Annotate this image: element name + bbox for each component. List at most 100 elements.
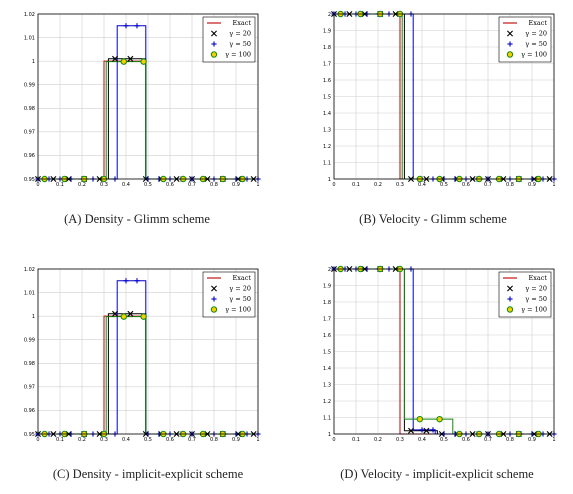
plot-frame [37, 13, 259, 180]
series-marker-2 [123, 23, 129, 29]
y-tick-label: 0.99 [24, 338, 35, 344]
x-tick-label: 0.6 [462, 437, 470, 443]
plot-frame [333, 268, 555, 435]
legend-label: γ = 100 [225, 306, 251, 314]
y-tick-label: 1.1 [323, 160, 331, 166]
caption-a-text: Density - Glimm scheme [84, 212, 210, 226]
x-tick-label: 0.4 [122, 182, 130, 188]
y-tick-label: 1 [32, 59, 35, 65]
x-tick-label: 0.8 [210, 437, 218, 443]
x-tick-label: 0.6 [462, 182, 470, 188]
legend-marker [210, 306, 218, 313]
legend: Exact γ = 20 γ = 50 γ = 100 [498, 16, 552, 63]
series-marker-3 [120, 58, 128, 65]
x-tick-label: 0 [36, 437, 39, 443]
legend-label: γ = 100 [225, 51, 251, 59]
caption-c-text: Density - implicit-explicit scheme [72, 467, 244, 481]
legend-label: γ = 50 [525, 40, 547, 48]
legend-label: Exact [528, 19, 547, 27]
y-tick-label: 1 [328, 432, 331, 438]
x-tick-label: 0.3 [396, 437, 404, 443]
caption-b-label: (B) [359, 212, 376, 226]
caption-d-text: Velocity - implicit-explicit scheme [360, 467, 534, 481]
x-tick-label: 0.2 [78, 437, 86, 443]
legend-marker [211, 30, 217, 37]
series-marker-2 [419, 427, 425, 433]
x-tick-label: 0.5 [440, 437, 448, 443]
legend-marker [210, 51, 218, 58]
chart-density-glimm: 0 0.1 0.2 0.3 0.4 0.5 0.6 0.7 0.8 0.9 1 0.95 0.96 0.9… [24, 12, 261, 188]
legend: Exact γ = 20 γ = 50 γ = 100 [202, 16, 256, 63]
y-tick-label: 0.97 [24, 130, 35, 136]
y-tick-label: 1.01 [24, 35, 35, 41]
series-marker-3 [416, 415, 424, 423]
y-tick-label: 1.01 [24, 290, 35, 296]
legend-marker [506, 306, 514, 313]
legend-marker [506, 51, 514, 58]
x-tick-label: 0.6 [166, 182, 174, 188]
y-tick-label: 0.98 [24, 361, 35, 367]
legend-marker [211, 41, 217, 47]
y-tick-label: 1.5 [323, 349, 331, 355]
y-tick-label: 1.3 [323, 127, 331, 133]
caption-a: (A) Density - Glimm scheme [64, 212, 210, 227]
x-tick-label: 0.8 [506, 182, 514, 188]
legend-label: γ = 20 [525, 285, 547, 293]
y-tick-label: 1.2 [323, 144, 331, 150]
x-tick-label: 0.7 [484, 437, 492, 443]
y-tick-label: 1 [328, 177, 331, 183]
legend-label: γ = 50 [229, 295, 251, 303]
x-tick-label: 1 [256, 182, 259, 188]
plot-frame [37, 268, 259, 435]
x-tick-label: 0 [332, 182, 335, 188]
y-tick-label: 1.02 [24, 12, 35, 18]
chart-velocity-imex: 0 0.1 0.2 0.3 0.4 0.5 0.6 0.7 0.8 0.9 1 1 1.1 1.2 1.3 1… [323, 265, 557, 443]
y-tick-label: 2 [328, 267, 331, 273]
y-tick-label: 1.8 [323, 300, 331, 306]
x-tick-label: 0.1 [56, 437, 64, 443]
legend-label: γ = 100 [521, 306, 547, 314]
y-tick-label: 1.1 [323, 415, 331, 421]
x-tick-label: 0.9 [528, 182, 536, 188]
series-marker-1 [112, 55, 118, 62]
y-tick-label: 0.99 [24, 83, 35, 89]
y-tick-label: 1.9 [323, 283, 331, 289]
y-tick-label: 1.6 [323, 333, 331, 339]
legend-marker [507, 296, 513, 302]
x-tick-label: 0.2 [78, 182, 86, 188]
x-tick-label: 0.4 [122, 437, 130, 443]
legend: Exact γ = 20 γ = 50 γ = 100 [498, 271, 552, 318]
x-tick-label: 0.2 [374, 437, 382, 443]
series-marker-2 [430, 427, 436, 433]
series-marker-3 [436, 415, 443, 423]
legend-marker [507, 30, 513, 37]
x-tick-label: 0.1 [352, 437, 360, 443]
y-tick-label: 1.4 [323, 366, 331, 372]
caption-d-label: (D) [340, 467, 358, 481]
legend-label: γ = 50 [229, 40, 251, 48]
plot-frame [333, 13, 555, 180]
series-marker-3 [140, 313, 147, 320]
legend-marker [507, 41, 513, 47]
series-marker-1 [127, 310, 134, 317]
y-tick-label: 1 [32, 314, 35, 320]
legend-label: Exact [232, 19, 251, 27]
x-tick-label: 1 [256, 437, 259, 443]
y-tick-label: 0.95 [24, 177, 35, 183]
x-tick-label: 0.7 [188, 437, 196, 443]
caption-c-label: (C) [52, 467, 70, 481]
x-tick-label: 0.3 [100, 182, 108, 188]
series-marker-3 [120, 313, 128, 320]
x-tick-label: 0 [36, 182, 39, 188]
series-marker-2 [134, 278, 140, 284]
x-tick-label: 0.9 [528, 437, 536, 443]
x-tick-label: 0.9 [232, 437, 240, 443]
x-tick-label: 0.1 [56, 182, 64, 188]
x-tick-label: 0.4 [418, 437, 426, 443]
x-tick-label: 0.2 [374, 182, 382, 188]
legend-label: γ = 100 [521, 51, 547, 59]
legend-marker [211, 285, 217, 292]
series-marker-3 [140, 58, 147, 65]
x-tick-label: 0.5 [144, 182, 152, 188]
caption-b-text: Velocity - Glimm scheme [378, 212, 507, 226]
